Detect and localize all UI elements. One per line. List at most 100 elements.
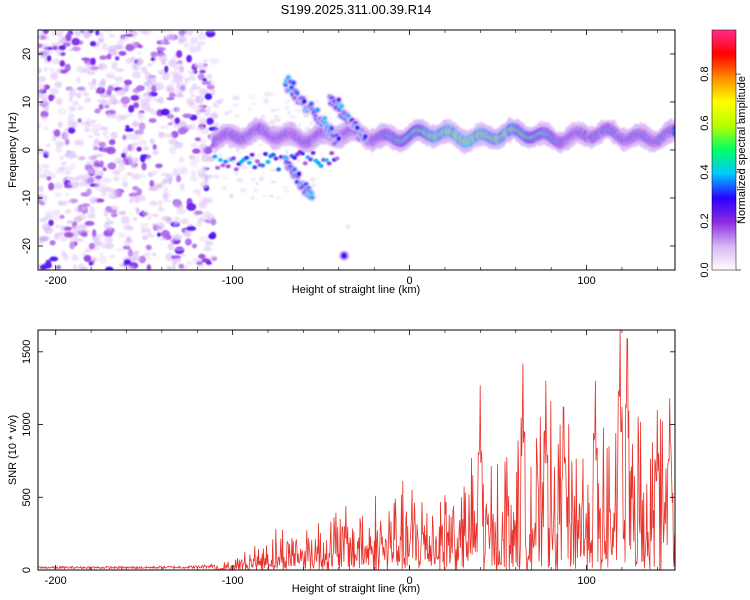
heatmap-cell [84,97,92,104]
heatmap-cell [268,194,274,198]
heatmap-cell [137,139,147,146]
heatmap-cell [168,70,176,77]
heatmap-cell [175,107,180,112]
heatmap-cell [83,254,92,262]
heatmap-cell [44,104,50,113]
heatmap-cell [270,108,277,113]
heatmap-cell [80,203,91,207]
heatmap-cell [289,115,296,119]
heatmap-cell [158,54,168,62]
heatmap-cell [95,175,103,180]
heatmap-cell [132,185,139,191]
heatmap-cell [159,40,166,45]
heatmap-cell [54,192,63,197]
heatmap-cell [98,103,104,110]
heatmap-cell [70,162,77,170]
heatmap-cell [120,96,131,105]
heatmap-cell [270,152,276,157]
heatmap-cell [254,188,258,192]
heatmap-cell [38,67,42,74]
heatmap-cell [124,33,134,38]
heatmap-cell [161,30,171,34]
colorbar-tick-label: 0.2 [699,213,711,228]
heatmap-cell [202,59,209,63]
heatmap-cell [206,74,213,79]
heatmap-cell [281,186,289,189]
heatmap-cell [225,164,231,169]
heatmap-cell [45,143,51,148]
heatmap-cell [121,181,129,187]
heatmap-cell [77,204,83,212]
heatmap-cell [162,180,168,184]
heatmap-cell [217,152,224,158]
heatmap-cell [109,93,117,99]
heatmap-cell [140,102,151,110]
heatmap-cell [130,56,136,62]
heatmap-cell [176,208,187,215]
heatmap-cell [233,167,239,172]
heatmap-cell [106,227,113,231]
heatmap-cell [183,232,191,238]
heatmap-cell [231,96,237,101]
heatmap-cell [52,45,58,51]
heatmap-cell [106,111,111,118]
heatmap-cell [117,160,127,166]
x-tick-label: -200 [45,275,67,287]
heatmap-cell [135,206,141,214]
heatmap-cell [192,257,202,263]
heatmap-cell [318,163,324,168]
heatmap-cell [55,49,63,56]
heatmap-cell [254,182,260,185]
x-tick-label: 100 [577,275,595,287]
heatmap-cell [52,213,62,221]
heatmap-cell [131,173,141,180]
heatmap-cell [192,148,201,154]
heatmap-cell [186,54,193,63]
heatmap-cell [67,181,74,186]
heatmap-cell [138,122,146,131]
heatmap-cell [159,237,167,241]
heatmap-cell [72,224,80,233]
heatmap-cell [46,171,54,177]
heatmap-cell [132,256,141,262]
heatmap-cell [156,46,166,52]
heatmap-cell [250,102,257,105]
heatmap-cell [63,171,71,175]
heatmap-cell [315,107,320,113]
heatmap-cell [138,30,149,34]
heatmap-cell [102,167,107,172]
heatmap-cell [179,183,185,191]
snr-panel: -200 -100 0 100 0 500 1000 1500 Height of stra… [7,329,676,595]
heatmap-cell [71,46,81,52]
heatmap-cell [75,174,86,181]
heatmap-cell [175,174,182,183]
heatmap-cell [181,82,189,86]
heatmap-cell [126,235,132,243]
heatmap-cell [157,206,165,212]
heatmap-cell [220,163,226,168]
heatmap-cell [89,128,99,133]
heatmap-cell [167,122,173,126]
heatmap-cell [64,138,70,146]
heatmap-cell [57,108,67,116]
heatmap-cell [345,224,351,230]
heatmap-cell [233,171,239,176]
heatmap-cell [201,154,210,163]
heatmap-cell [46,55,52,62]
heatmap-cell [316,161,321,165]
heatmap-cell [104,135,110,140]
heatmap-cell [149,200,159,207]
heatmap-cell [120,34,126,40]
heatmap-cell [152,149,159,156]
heatmap-cell [102,128,109,137]
heatmap-cell [140,225,145,231]
heatmap-cell [154,82,164,91]
heatmap-cell [147,63,153,67]
heatmap-cell [126,171,133,177]
heatmap-cell [269,168,277,172]
spectrogram-y-label: Frequency (Hz) [7,112,19,188]
heatmap-cell [112,61,119,66]
heatmap-cell [53,129,61,137]
heatmap-cell [186,100,195,107]
heatmap-cell [133,102,140,109]
